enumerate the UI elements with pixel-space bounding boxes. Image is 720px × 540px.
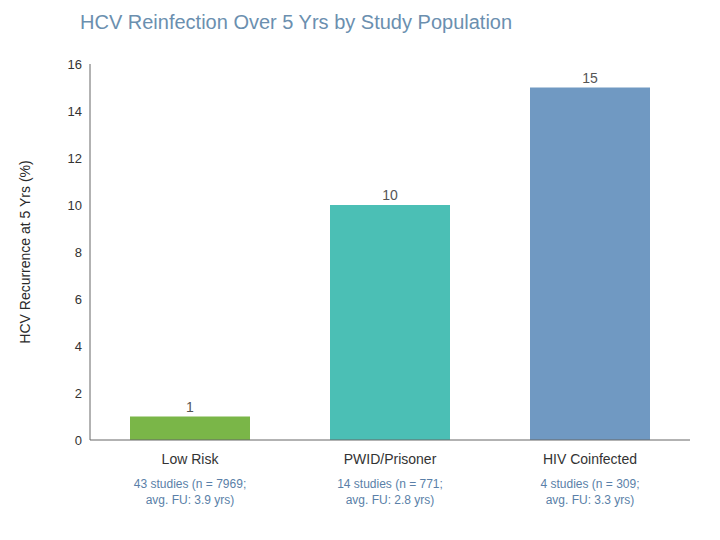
svg-text:avg. FU: 3.3 yrs): avg. FU: 3.3 yrs) [546,493,635,507]
svg-text:10: 10 [382,187,398,203]
svg-text:HCV Recurrence at 5 Yrs (%): HCV Recurrence at 5 Yrs (%) [17,160,33,343]
svg-text:12: 12 [68,151,82,166]
svg-text:1: 1 [186,399,194,415]
svg-text:43 studies (n = 7969;: 43 studies (n = 7969; [134,477,246,491]
svg-text:15: 15 [582,70,598,86]
svg-text:10: 10 [68,198,82,213]
svg-text:16: 16 [68,57,82,72]
svg-text:Low Risk: Low Risk [162,451,220,467]
svg-text:14 studies (n = 771;: 14 studies (n = 771; [337,477,443,491]
svg-text:PWID/Prisoner: PWID/Prisoner [344,451,437,467]
svg-text:0: 0 [75,433,82,448]
svg-text:6: 6 [75,292,82,307]
html-text:HCV Reinfection Over 5 Yrs by: HCV Reinfection Over 5 Yrs by Study Popu… [80,11,513,33]
svg-text:8: 8 [75,245,82,260]
svg-text:HIV Coinfected: HIV Coinfected [543,451,637,467]
svg-text:14: 14 [68,104,82,119]
svg-text:4 studies (n = 309;: 4 studies (n = 309; [540,477,639,491]
svg-text:4: 4 [75,339,82,354]
svg-text:2: 2 [75,386,82,401]
svg-text:avg. FU: 2.8 yrs): avg. FU: 2.8 yrs) [346,493,435,507]
svg-text:avg. FU: 3.9 yrs): avg. FU: 3.9 yrs) [146,493,235,507]
